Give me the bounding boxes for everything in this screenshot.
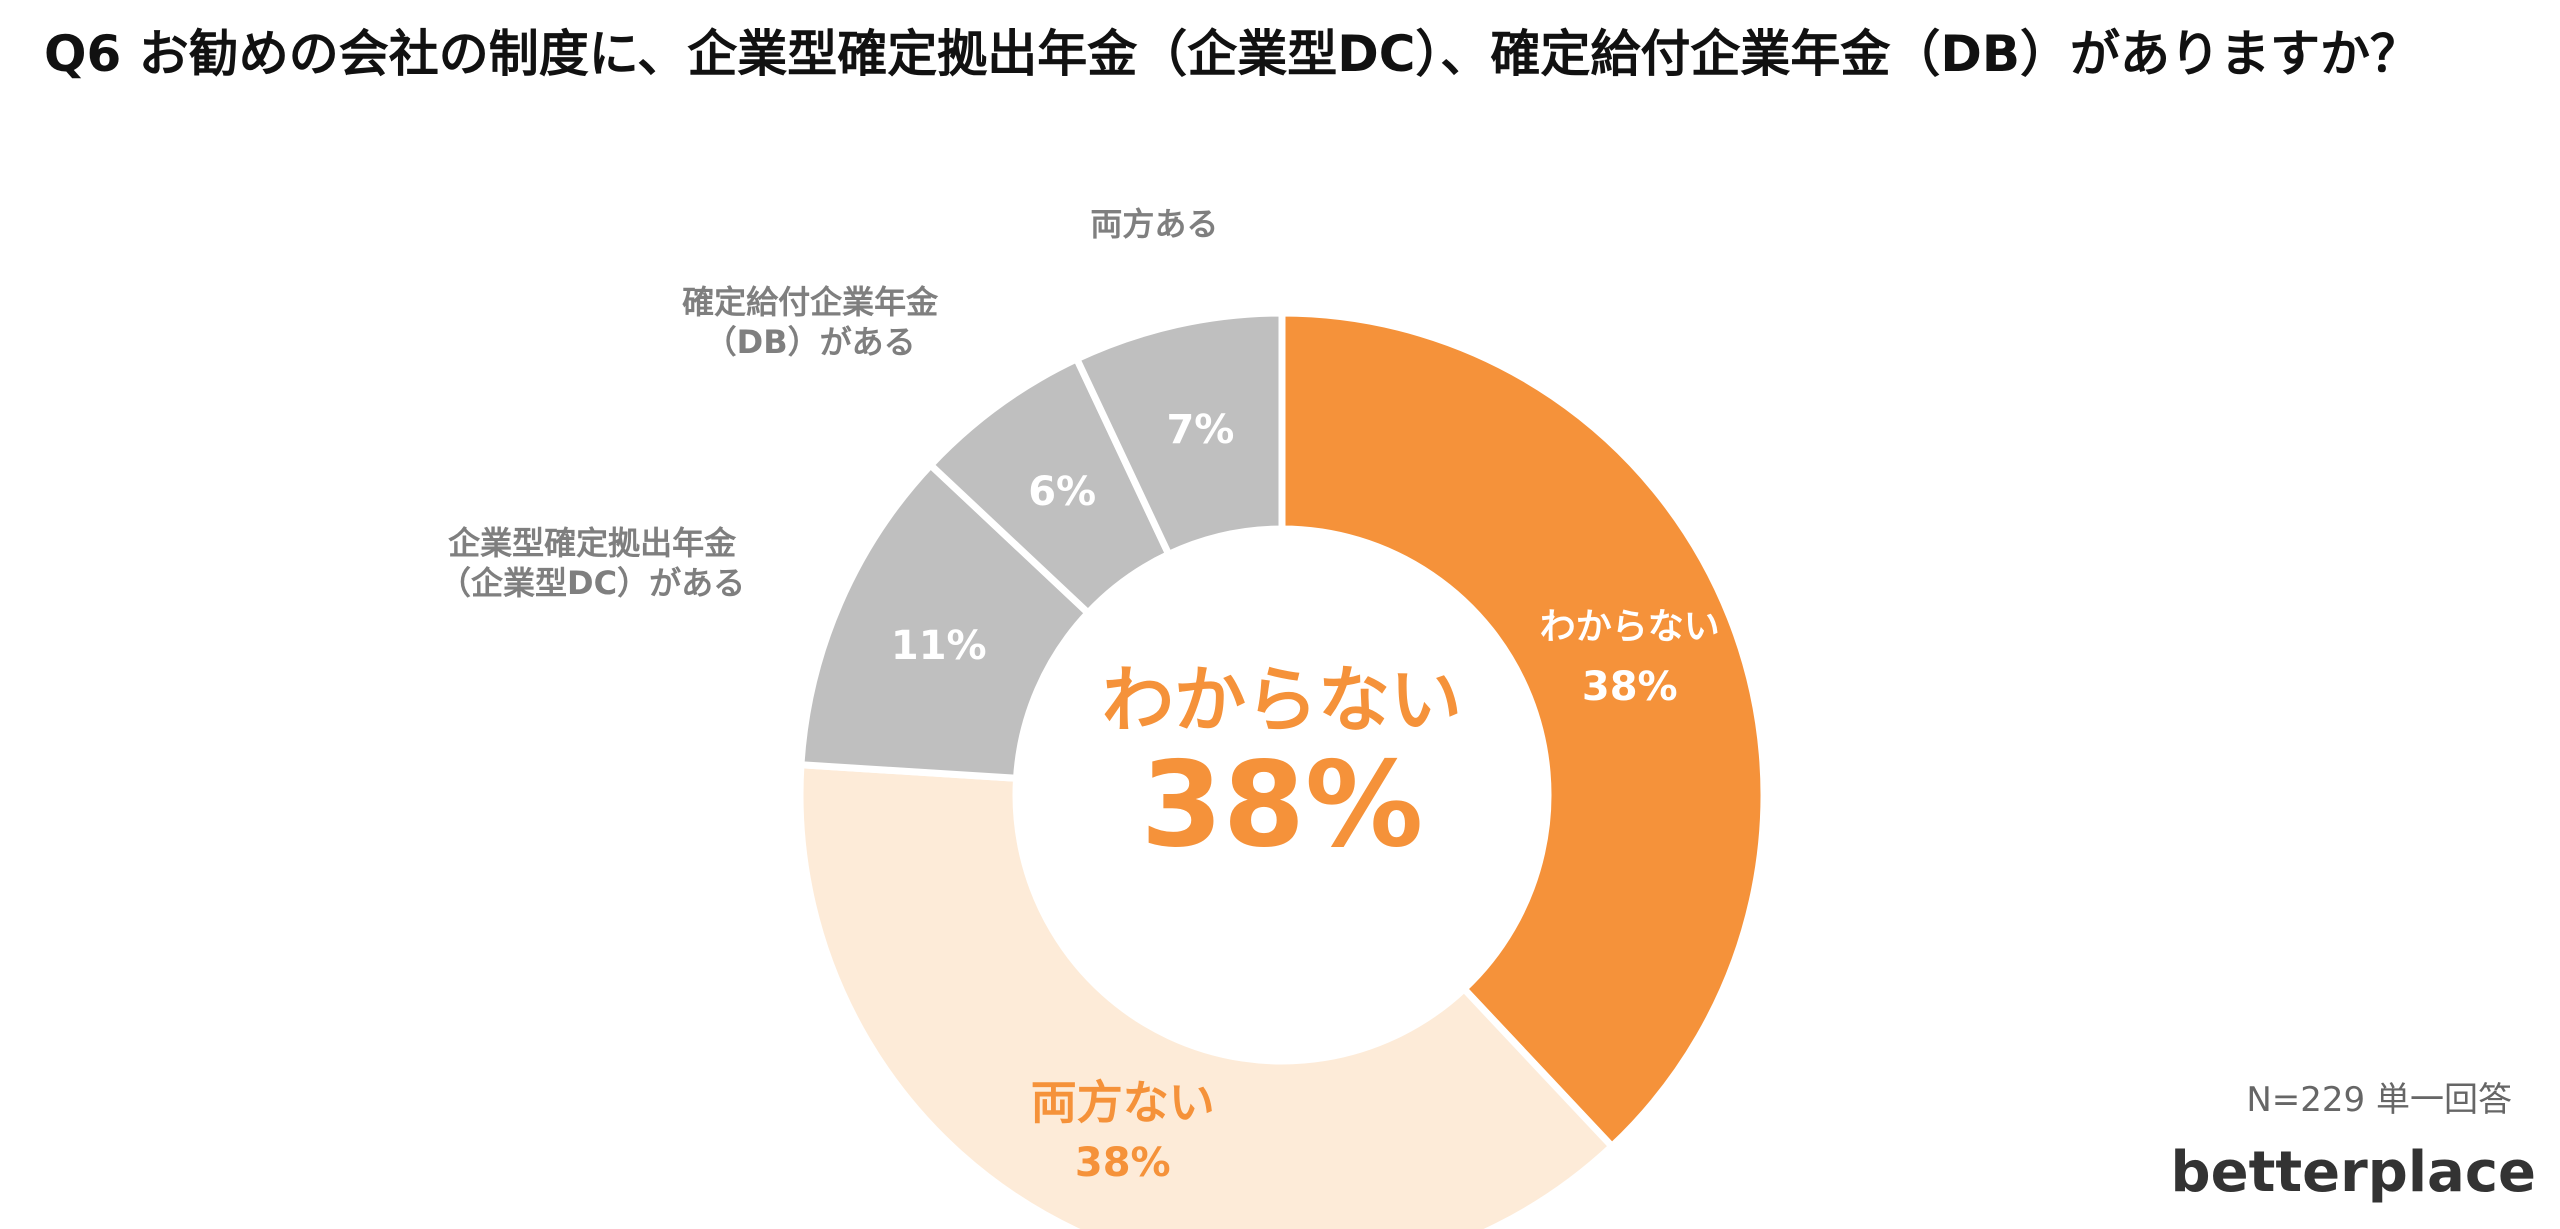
center-category: わからない bbox=[1101, 658, 1463, 742]
data-label: 7% bbox=[1166, 407, 1235, 453]
chart-title: Q6 お勧めの会社の制度に、企業型確定拠出年金（企業型DC）、確定給付企業年金（… bbox=[44, 25, 2421, 83]
donut-segment bbox=[1072, 309, 1286, 559]
note: N=229 単一回答 bbox=[2246, 1080, 2512, 1120]
category-label: 企業型確定拠出年金 （企業型DC）がある bbox=[439, 523, 746, 602]
donut-segment bbox=[1278, 309, 1768, 1152]
data-label: 6% bbox=[1028, 469, 1097, 516]
logo: betterplace bbox=[2170, 1140, 2536, 1205]
data-label: 38% bbox=[1581, 664, 1678, 711]
data-label: 38% bbox=[1074, 1140, 1171, 1187]
segment-category: わからない bbox=[1539, 606, 1720, 648]
donut-segment bbox=[796, 761, 1617, 1229]
data-label: 11% bbox=[890, 623, 987, 670]
category-label: 確定給付企業年金 （DB）がある bbox=[682, 282, 939, 361]
segment-category: 両方ない bbox=[1030, 1075, 1215, 1130]
center-value: 38% bbox=[1140, 735, 1424, 874]
category-label: 両方ある bbox=[1090, 205, 1219, 244]
donut-segment bbox=[797, 460, 1094, 783]
